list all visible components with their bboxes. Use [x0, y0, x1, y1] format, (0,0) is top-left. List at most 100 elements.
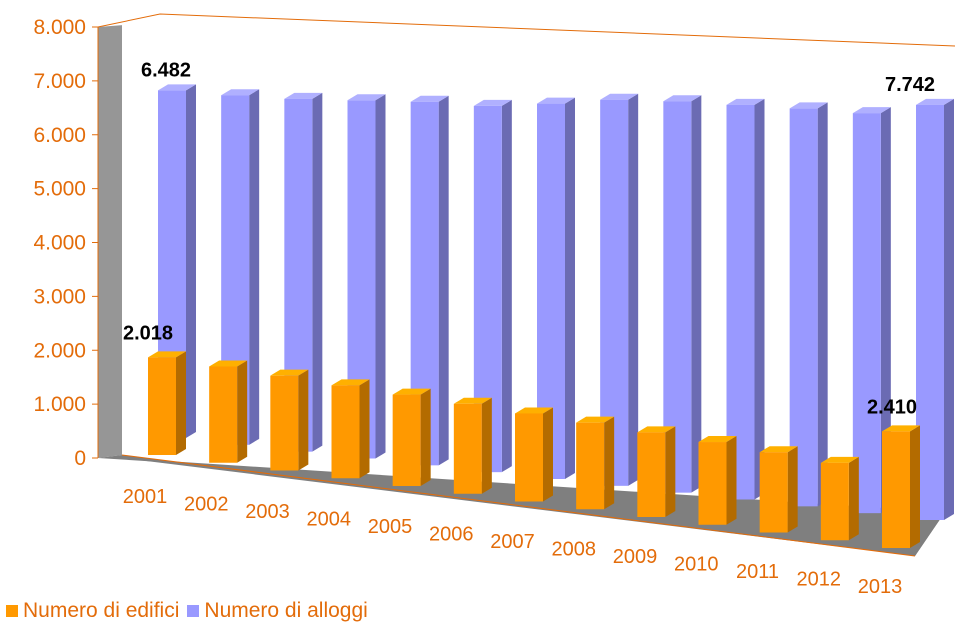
x-tick-label: 2003: [245, 501, 290, 523]
bar-edifici-front: [576, 422, 605, 510]
bar-alloggi: [726, 98, 765, 500]
x-tick-label: 2008: [552, 539, 597, 561]
bar-alloggi-top: [284, 92, 323, 99]
bar-alloggi-side: [565, 97, 575, 479]
bar-edifici-side: [420, 388, 431, 486]
bar-alloggi-front: [852, 113, 881, 514]
bar-edifici-front: [698, 442, 727, 525]
bar-edifici-top: [759, 446, 798, 453]
bar-edifici-top: [698, 436, 737, 443]
bar-edifici-top: [331, 379, 370, 386]
bar-alloggi-top: [347, 94, 386, 101]
bar-alloggi-top: [410, 95, 449, 102]
bar-edifici: [759, 446, 798, 533]
x-tick-label: 2002: [184, 494, 229, 516]
bar-edifici-top: [453, 397, 492, 404]
bar-edifici-top: [637, 426, 676, 433]
bar-alloggi-top: [221, 89, 260, 96]
bar-edifici: [331, 379, 370, 479]
bar-edifici-top: [576, 416, 615, 423]
x-tick-label: 2011: [736, 561, 779, 583]
bar-alloggi: [789, 102, 828, 507]
bar-alloggi-top: [473, 99, 512, 106]
y-tick-label: 0: [74, 447, 86, 470]
bar-edifici-front: [637, 432, 666, 517]
bar-alloggi-top: [663, 95, 702, 102]
bar-alloggi-side: [501, 99, 512, 473]
y-tick-label: 5.000: [33, 178, 86, 201]
x-tick-label: 2013: [858, 576, 903, 598]
bar-edifici-top: [882, 425, 920, 432]
bar-edifici-front: [331, 385, 360, 479]
bar-edifici-side: [726, 436, 737, 525]
bar-alloggi-top: [852, 107, 891, 114]
y-tick-label: 2.000: [33, 339, 86, 362]
x-tick-label: 2009: [613, 546, 658, 568]
bar-edifici-side: [910, 425, 920, 548]
y-tick-label: 7.000: [33, 70, 86, 93]
bar-edifici-side: [359, 379, 370, 479]
bar-alloggi-side: [249, 89, 260, 445]
bar-edifici: [270, 369, 309, 471]
x-tick-label: 2001: [123, 486, 168, 508]
bar-alloggi-front: [726, 104, 755, 500]
bar-edifici-top: [820, 456, 859, 463]
legend: Numero di edifici Numero di alloggi: [6, 598, 376, 624]
legend-label-edifici: Numero di edifici: [23, 599, 180, 622]
bar-alloggi-side: [312, 92, 323, 452]
x-tick-label: 2007: [490, 531, 535, 553]
data-label-edifici: 2.410: [867, 396, 917, 418]
bar-edifici: [392, 388, 431, 486]
x-tick-label: 2006: [429, 524, 474, 546]
x-tick-label: 2012: [797, 569, 842, 591]
bar-edifici-front: [453, 403, 482, 494]
bar-edifici-side: [237, 360, 248, 463]
legend-swatch-alloggi: [187, 605, 200, 617]
bar-edifici: [576, 416, 615, 510]
bar-alloggi: [916, 98, 954, 520]
bar-edifici-side: [298, 369, 309, 471]
bar-edifici-side: [848, 456, 859, 541]
x-tick-label: 2005: [368, 516, 413, 538]
bar-edifici-side: [481, 397, 492, 494]
legend-label-alloggi: Numero di alloggi: [204, 599, 368, 622]
bar-alloggi-side: [628, 93, 639, 486]
bar-edifici-top: [270, 369, 309, 376]
bar-alloggi-front: [916, 104, 944, 520]
y-tick-label: 3.000: [33, 285, 86, 308]
bar-edifici: [515, 407, 553, 502]
bar-alloggi-side: [817, 102, 828, 507]
bar-alloggi-top: [726, 98, 765, 105]
bar-alloggi-top: [158, 84, 196, 91]
bar-edifici-front: [515, 413, 543, 502]
bar-edifici: [453, 397, 492, 494]
data-label-alloggi: 6.482: [141, 59, 191, 81]
x-axis-line: [121, 454, 916, 557]
data-label-edifici: 2.018: [123, 322, 173, 344]
bar-edifici: [882, 425, 920, 548]
bar-edifici-side: [604, 416, 615, 510]
y-tick-label: 4.000: [33, 232, 86, 255]
y-tick-label: 6.000: [33, 124, 86, 147]
bar-edifici: [209, 360, 248, 463]
bar-alloggi-top: [916, 98, 954, 105]
bar-edifici-top: [148, 351, 186, 358]
bar-edifici: [820, 456, 859, 541]
x-tick-label: 2004: [307, 509, 352, 531]
bar-alloggi-top: [789, 102, 828, 109]
side-wall: [98, 25, 124, 458]
bar-alloggi-side: [438, 95, 449, 466]
x-tick-label: 2010: [674, 554, 719, 576]
bar-edifici-front: [882, 431, 910, 548]
y-tick-label: 1.000: [33, 393, 86, 416]
bar-alloggi-side: [186, 84, 196, 439]
bar-edifici-front: [209, 366, 238, 463]
bar-alloggi: [852, 107, 891, 514]
back-wall-top-edge: [97, 13, 956, 47]
bar-edifici-side: [665, 426, 676, 517]
bar-edifici: [148, 351, 186, 455]
bar-edifici: [698, 436, 737, 525]
bar-edifici-top: [515, 407, 553, 414]
bar-edifici-side: [176, 351, 186, 455]
